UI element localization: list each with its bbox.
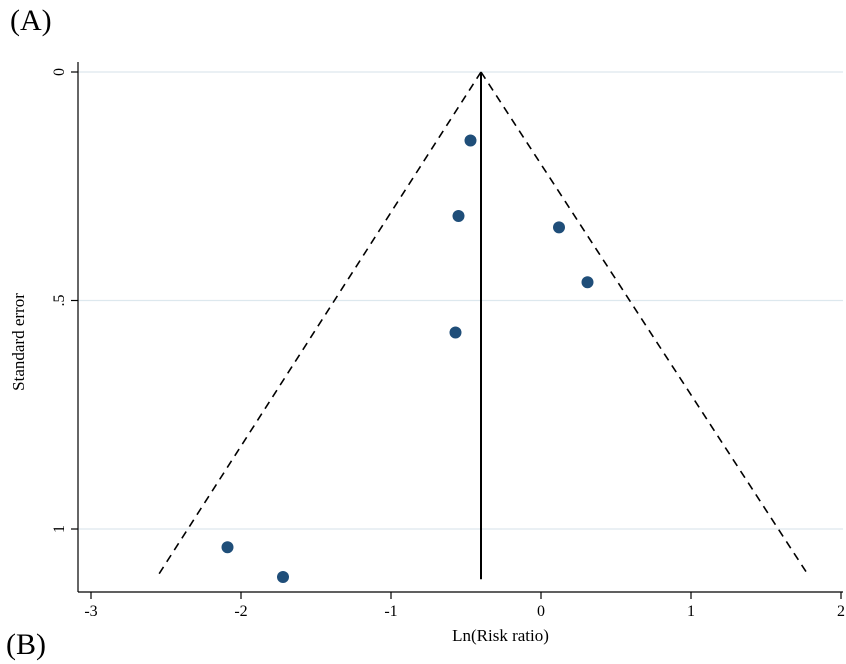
funnel-layer [157,71,809,580]
funnel-limit-left [157,71,482,576]
data-point-5 [449,326,462,339]
points-layer [221,134,594,583]
data-point-7 [277,570,289,583]
data-point-6 [221,541,234,554]
panel-label-a: (A) [10,4,52,37]
y-tick-label: 1 [51,525,68,533]
x-axis-title: Ln(Risk ratio) [452,626,549,645]
data-point-2 [452,209,465,222]
x-tick-label: -3 [84,603,97,620]
x-tick-label: -2 [234,603,247,620]
data-point-3 [553,221,565,234]
data-point-1 [464,134,477,147]
axes-layer: -3 -2 -1 0 1 2 0 .5 1 [51,62,845,620]
x-tick-label: -1 [384,603,397,620]
funnel-limit-right [480,71,809,576]
panel-label-b: (B) [6,628,46,661]
x-tick-label: 2 [837,603,845,620]
data-point-4 [581,276,594,289]
grid-layer [78,71,843,530]
x-tick-label: 1 [687,603,695,620]
y-axis-title: Standard error [9,293,28,391]
y-tick-label: 0 [51,68,68,76]
x-tick-label: 0 [537,603,545,620]
y-tick-label: .5 [51,295,68,307]
